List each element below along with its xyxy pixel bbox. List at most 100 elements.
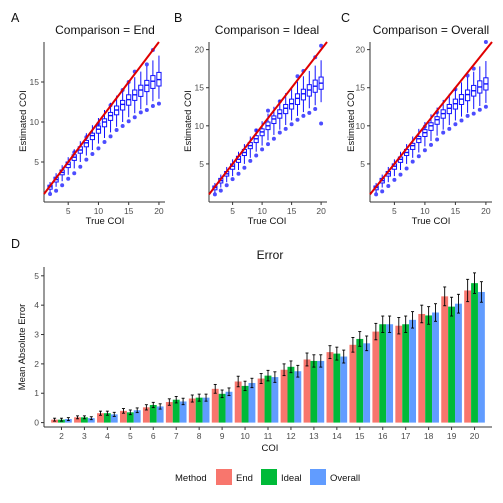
outlier-point [272,137,276,141]
panel-d-title: Error [257,248,284,262]
y-tick-label: 4 [34,300,39,310]
bar-ideal [265,376,272,423]
bar-end [395,326,402,423]
box [284,104,288,113]
outlier-point [254,154,258,158]
outlier-point [248,159,252,163]
outlier-point [392,178,396,182]
x-tick-label: 10 [420,206,430,216]
outlier-point [447,127,451,131]
y-tick-label: 2 [34,359,39,369]
x-tick-label: 18 [424,431,434,441]
panel-c-xlabel: True COI [412,216,451,227]
outlier-point [72,171,76,175]
outlier-point [266,109,270,113]
y-tick-label: 20 [356,45,366,55]
outlier-point [133,115,137,119]
y-tick-label: 15 [195,83,205,93]
box [145,80,149,91]
outlier-point [78,165,82,169]
outlier-point [231,177,235,181]
panel-b: Comparison = Ideal 5 10 15 20 5 10 15 20 True C… [183,23,327,227]
bar-overall [432,313,439,423]
panel-d-ylabel: Mean Absolute Error [17,304,28,391]
x-tick-label: 6 [151,431,156,441]
outlier-point [109,134,113,138]
bar-overall [478,292,485,423]
outlier-point [103,140,107,144]
x-tick-label: 5 [66,206,71,216]
box [301,89,305,100]
x-tick-label: 15 [124,206,134,216]
bar-end [441,296,448,422]
box [295,94,299,105]
outlier-point [405,166,409,170]
bar-ideal [219,394,226,423]
outlier-point [307,111,311,115]
outlier-point [290,122,294,126]
x-tick-label: 19 [447,431,457,441]
bar-ideal [471,283,478,422]
bar-end [212,389,219,423]
outlier-point [54,189,58,193]
outlier-point [266,142,270,146]
x-tick-label: 20 [481,206,491,216]
outlier-point [96,146,100,150]
panel-b-title: Comparison = Ideal [215,23,319,37]
bar-ideal [333,354,340,423]
x-tick-label: 14 [332,431,342,441]
outlier-point [399,173,403,177]
bar-overall [455,304,462,423]
bar-ideal [402,324,409,422]
outlier-point [313,107,317,111]
x-tick-label: 15 [287,206,297,216]
y-tick-label: 3 [34,330,39,340]
y-tick-label: 10 [195,121,205,131]
identity-line [209,42,327,194]
panel-c-ylabel: Estimated COI [346,90,357,152]
box [108,112,112,120]
legend-label-end: End [236,473,253,484]
outlier-point [484,105,488,109]
bar-overall [340,357,347,423]
panel-b-xlabel: True COI [248,216,287,227]
outlier-point [441,131,445,135]
panel-a-xlabel: True COI [86,216,125,227]
outlier-point [319,122,323,126]
panel-b-plot: 5 10 15 205101520 [195,42,327,216]
bar-ideal [379,324,386,422]
x-tick-label: 15 [451,206,461,216]
x-tick-label: 10 [94,206,104,216]
box [90,133,94,139]
outlier-point [296,118,300,122]
outlier-point [145,108,149,112]
x-tick-label: 2 [59,431,64,441]
panel-label-a: A [11,11,20,25]
legend-title: Method [175,473,207,484]
bar-end [258,379,265,423]
box [151,76,155,89]
bar-end [349,345,356,423]
x-tick-label: 5 [128,431,133,441]
outlier-point [423,148,427,152]
bar-end [327,352,334,422]
box [417,136,421,142]
x-tick-label: 10 [257,206,267,216]
bar-end [464,290,471,422]
bar-ideal [288,367,295,423]
bar-ideal [448,307,455,423]
bar-end [235,381,242,422]
outlier-point [374,192,378,196]
panel-a-title: Comparison = End [55,23,155,37]
outlier-point [121,124,125,128]
legend: Method End Ideal Overall [175,469,360,485]
x-tick-label: 20 [316,206,326,216]
outlier-point [213,192,217,196]
box [272,116,276,124]
outlier-point [466,114,470,118]
outlier-point [145,62,149,66]
outlier-point [242,166,246,170]
bar-overall [363,343,370,422]
outlier-point [66,177,70,181]
outlier-point [417,154,421,158]
